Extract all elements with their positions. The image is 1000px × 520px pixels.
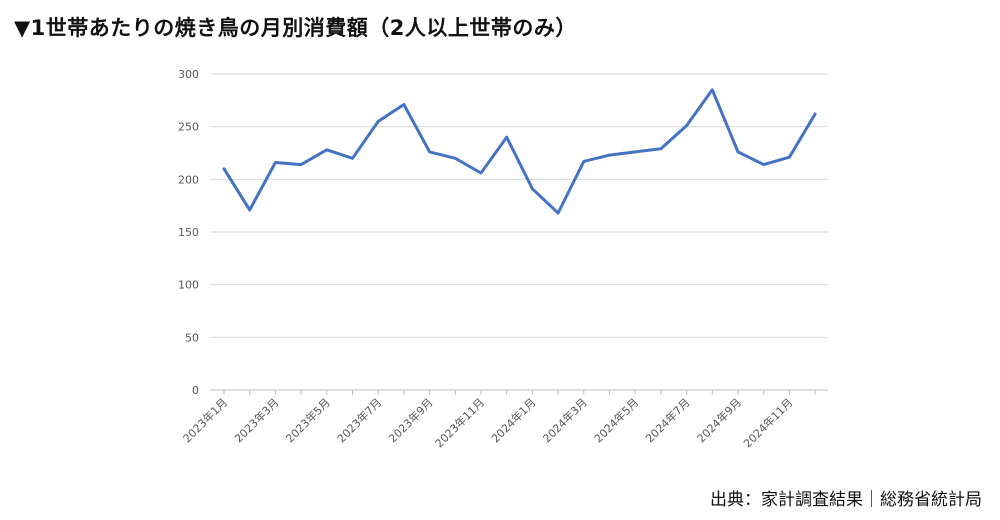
x-tick-label: 2024年7月	[643, 395, 693, 445]
source-credit: 出典：家計調査結果｜総務省統計局	[710, 490, 982, 510]
y-tick-label: 0	[192, 384, 199, 397]
x-tick-label: 2024年9月	[694, 395, 744, 445]
x-tick-label: 2024年1月	[488, 395, 538, 445]
series-line	[222, 88, 817, 215]
x-tick-label: 2023年1月	[180, 395, 230, 445]
y-tick-label: 200	[178, 173, 199, 186]
y-tick-label: 100	[178, 279, 199, 292]
x-tick-label: 2023年5月	[283, 395, 333, 445]
y-tick-label: 250	[178, 121, 199, 134]
x-tick-label: 2024年5月	[591, 395, 641, 445]
y-tick-label: 150	[178, 226, 199, 239]
x-tick-label: 2024年3月	[540, 395, 590, 445]
x-tick-label: 2024年11月	[740, 395, 795, 450]
y-tick-label: 300	[178, 68, 199, 81]
y-tick-label: 50	[185, 331, 199, 344]
chart-title: ▼1世帯あたりの焼き鳥の月別消費額（2人以上世帯のみ）	[14, 16, 577, 40]
x-tick-label: 2023年7月	[334, 395, 384, 445]
x-tick-label: 2023年3月	[231, 395, 281, 445]
x-tick-label: 2023年11月	[432, 395, 487, 450]
x-tick-label: 2023年9月	[386, 395, 436, 445]
